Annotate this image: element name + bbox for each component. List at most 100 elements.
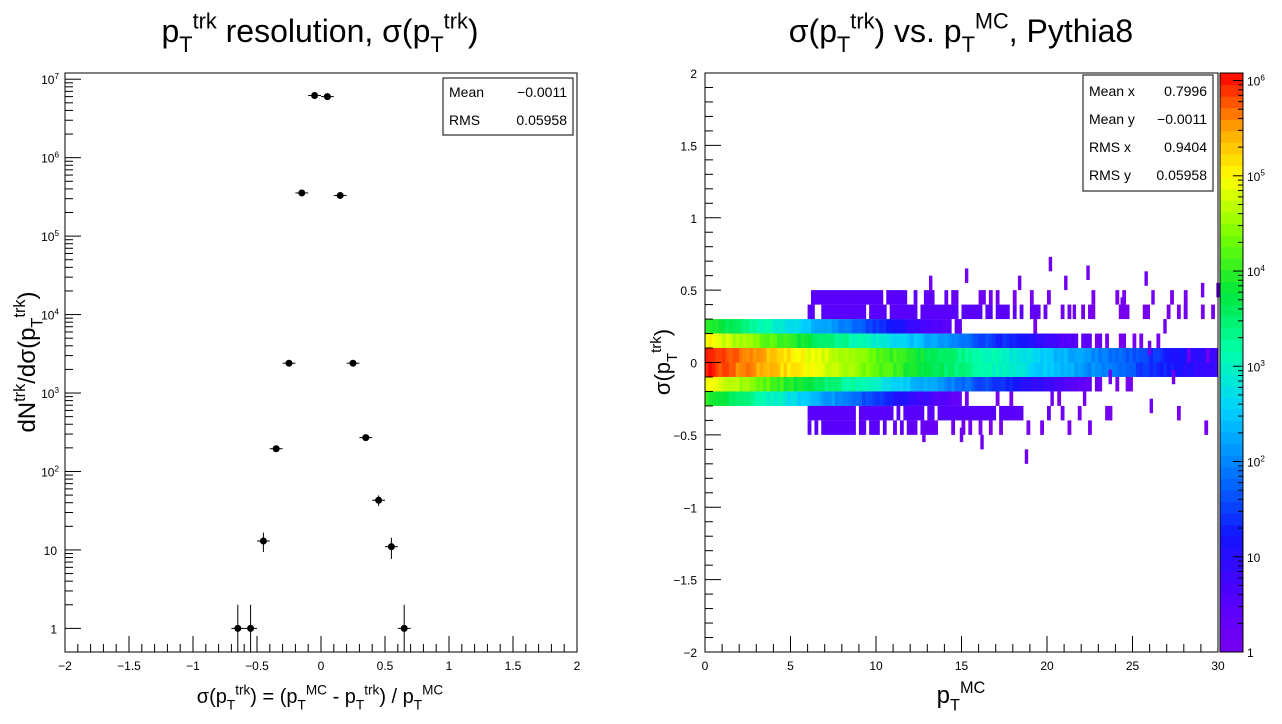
heatmap-cell (988, 290, 993, 305)
color-bar-segment (1220, 374, 1243, 387)
heatmap-cell (732, 391, 737, 406)
heatmap-cell (1214, 348, 1219, 363)
heatmap-cell (872, 333, 877, 349)
y-tick-label: 106 (41, 151, 59, 166)
heatmap-cell (951, 290, 956, 305)
heatmap-cell (715, 391, 720, 406)
heatmap-cell (1026, 333, 1031, 349)
heatmap-cell (971, 348, 976, 363)
svg-text:103: 103 (41, 386, 59, 401)
heatmap-cell (906, 333, 911, 349)
heatmap-cell (756, 333, 761, 349)
heatmap-cell (807, 391, 812, 406)
color-bar-segment (1220, 304, 1243, 317)
z-tick-label: 102 (1247, 454, 1265, 469)
heatmap-cell (988, 420, 993, 435)
stats-label: RMS y (1089, 167, 1131, 183)
heatmap-cell (838, 420, 843, 435)
heatmap-cell (961, 405, 966, 421)
data-point (321, 93, 334, 101)
heatmap-cell (852, 391, 856, 406)
heatmap-cell (930, 290, 935, 305)
heatmap-cell (817, 405, 822, 421)
heatmap-cell (728, 391, 733, 406)
y-tick-label: 103 (41, 386, 59, 401)
heatmap-cell (964, 362, 969, 377)
heatmap-cell (1077, 362, 1082, 377)
heatmap-cell (927, 376, 932, 392)
heatmap-cell (862, 333, 867, 349)
heatmap-cell (1147, 340, 1152, 356)
heatmap-cell (862, 376, 867, 392)
heatmap-cell (954, 290, 959, 305)
z-tick-label: 104 (1247, 264, 1265, 279)
heatmap-cell (824, 391, 829, 406)
y-tick-label: 1.5 (680, 139, 697, 153)
heatmap-cell (876, 362, 880, 377)
heatmap-cell (995, 391, 1000, 406)
heatmap-cell (705, 333, 709, 349)
heatmap-cell (807, 348, 812, 363)
heatmap-cell (814, 319, 819, 334)
heatmap-cell (838, 405, 843, 421)
heatmap-cell (769, 348, 774, 363)
heatmap-cell (715, 348, 720, 363)
heatmap-cell (722, 391, 726, 406)
heatmap-cell (995, 290, 1000, 305)
heatmap-cell (797, 333, 802, 349)
heatmap-cell (848, 376, 853, 392)
heatmap-cell (923, 348, 928, 363)
y-tick-label: −1.5 (673, 574, 697, 588)
heatmap-cell (1002, 362, 1007, 377)
heatmap-cell (773, 333, 778, 349)
color-bar-segment (1220, 501, 1243, 514)
heatmap-cell (882, 319, 887, 334)
heatmap-cell (1176, 405, 1181, 421)
heatmap-cell (944, 362, 949, 377)
z-tick-label: 10 (1247, 551, 1261, 565)
heatmap-cell (964, 268, 969, 283)
heatmap-cell (1074, 333, 1079, 349)
heatmap-cell (930, 348, 935, 363)
heatmap-cell (971, 376, 976, 392)
heatmap-cell (845, 333, 850, 349)
heatmap-cell (828, 391, 832, 406)
heatmap-cell (718, 362, 723, 377)
heatmap-cell (988, 333, 993, 349)
heatmap-cell (954, 405, 959, 421)
heatmap-cell (848, 319, 853, 334)
heatmap-cell (1064, 376, 1068, 392)
heatmap-cell (858, 391, 863, 406)
heatmap-cell (978, 333, 983, 349)
heatmap-cell (817, 362, 822, 377)
heatmap-cell (1094, 362, 1099, 377)
heatmap-cell (958, 319, 962, 334)
heatmap-cell (951, 376, 956, 392)
color-bar-segment (1220, 350, 1243, 363)
heatmap-cell (838, 333, 843, 349)
heatmap-cell (1033, 376, 1038, 392)
heatmap-cell (787, 319, 791, 334)
heatmap-cell (1088, 376, 1092, 392)
data-point (244, 604, 257, 652)
svg-text:102: 102 (1247, 454, 1265, 469)
heatmap-cell (858, 348, 863, 363)
heatmap-cell (787, 362, 791, 377)
heatmap-cell (910, 405, 915, 421)
heatmap-cell (817, 290, 822, 305)
heatmap-cell (1012, 362, 1017, 377)
stats-frame (442, 77, 574, 136)
color-bar-segment (1220, 431, 1243, 445)
left-frame (64, 72, 578, 653)
heatmap-cell (742, 362, 747, 377)
data-point (372, 495, 385, 506)
heatmap-cell (865, 405, 870, 421)
heatmap-cell (797, 391, 802, 406)
x-tick-label: 20 (1040, 659, 1054, 673)
heatmap-cell (1166, 304, 1171, 320)
heatmap-cell (766, 333, 771, 349)
heatmap-cell (722, 333, 726, 349)
heatmap-cell (954, 376, 959, 392)
right-stats-box: Mean x 0.7996 Mean y −0.0011 RMS x 0.9404 RMS … (1082, 74, 1214, 192)
heatmap-cell (711, 391, 716, 406)
